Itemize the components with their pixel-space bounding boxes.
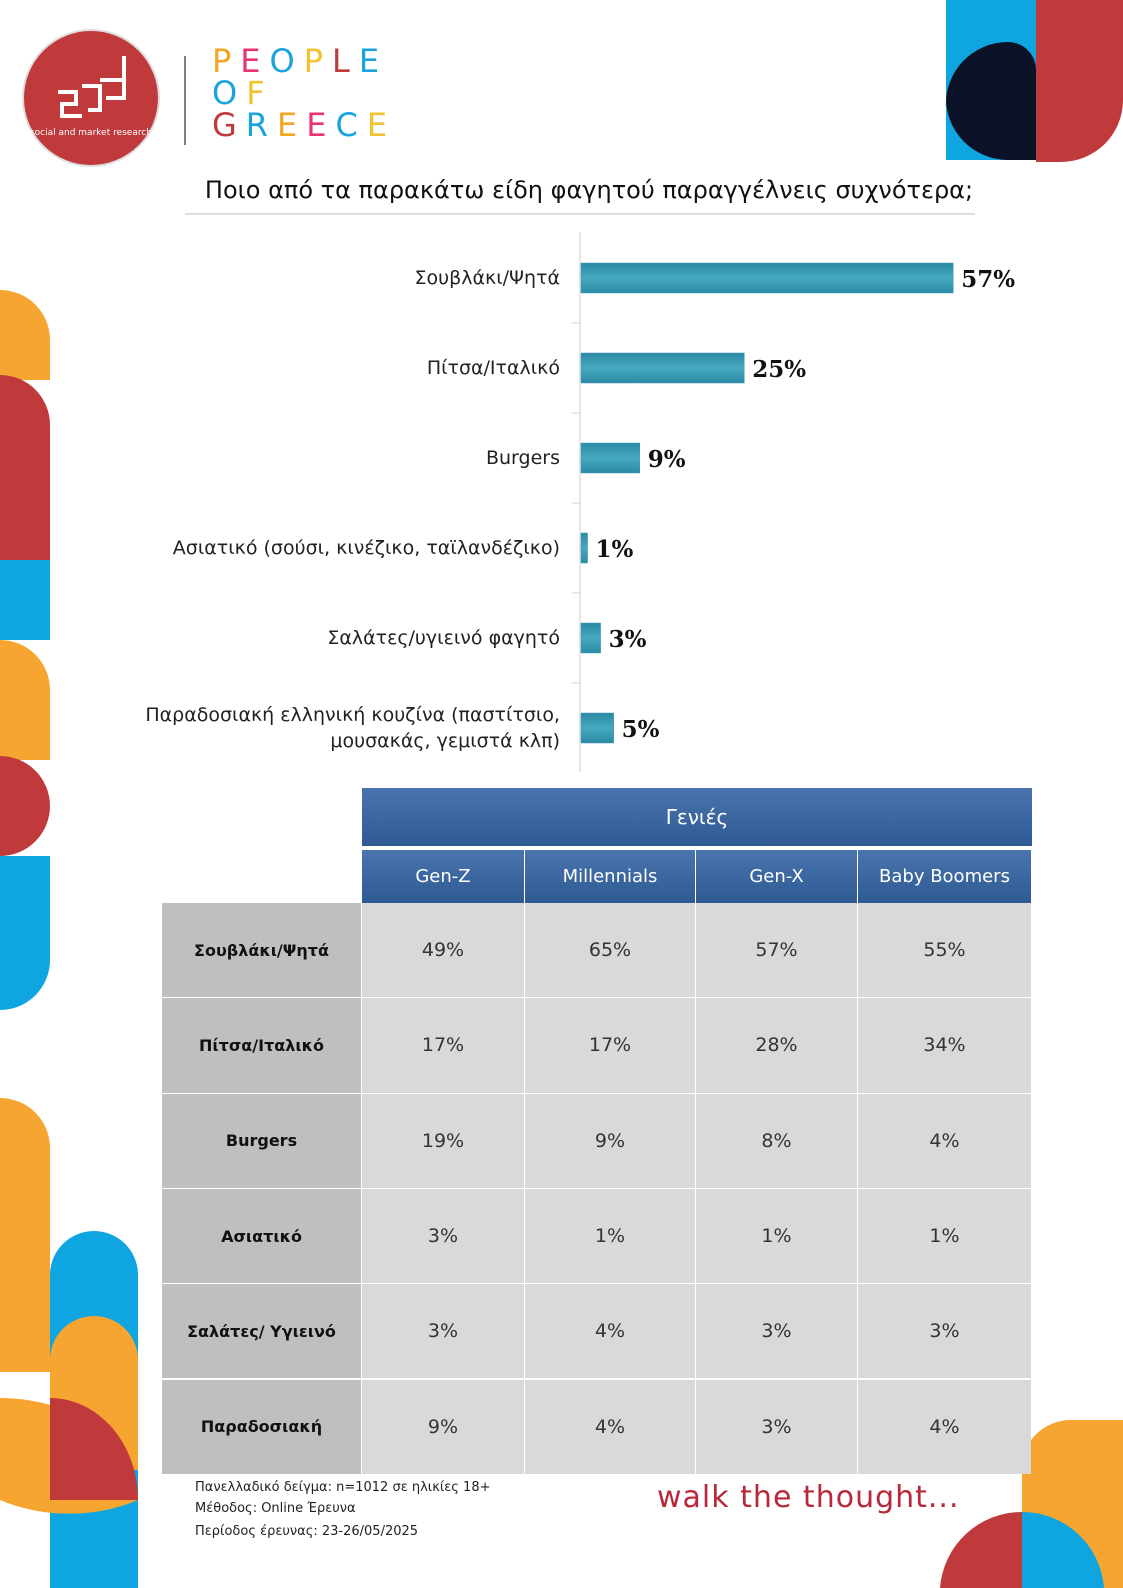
table-cell: 3% — [858, 1284, 1031, 1379]
deco — [0, 856, 50, 1010]
table-cell: 3% — [696, 1284, 857, 1379]
value-label: 57% — [961, 266, 1015, 293]
deco — [0, 640, 50, 760]
deco — [940, 1511, 1022, 1588]
value-label: 5% — [622, 716, 660, 743]
table-cell: 4% — [858, 1379, 1031, 1474]
logo-icon — [58, 56, 126, 118]
table-cell: 57% — [696, 903, 857, 998]
tagline: walk the thought... — [657, 1480, 960, 1515]
table-cell: 1% — [858, 1188, 1031, 1284]
logo-circle — [22, 29, 160, 167]
bar — [580, 622, 601, 654]
table-cell: 9% — [525, 1093, 695, 1188]
deco — [0, 290, 50, 380]
table-cell: 65% — [525, 903, 695, 998]
value-label: 1% — [596, 536, 634, 563]
column-header: Baby Boomers — [858, 850, 1031, 903]
category-label: Πίτσα/Ιταλικό — [426, 357, 560, 379]
group-header: Γενιές — [362, 788, 1032, 846]
table-cell: 3% — [696, 1379, 857, 1474]
bar — [580, 262, 954, 294]
table-cell: 9% — [362, 1379, 524, 1474]
bar — [580, 532, 588, 564]
deco — [0, 1098, 50, 1372]
deco — [0, 375, 50, 560]
table-cell: 28% — [696, 998, 857, 1093]
table-cell: 34% — [858, 998, 1031, 1093]
chart-title: Ποιο από τα παρακάτω είδη φαγητού παραγγ… — [205, 176, 973, 204]
bar — [580, 712, 614, 744]
deco — [1022, 1511, 1104, 1588]
column-header: Gen-Z — [362, 850, 524, 903]
table-cell: 17% — [362, 998, 524, 1093]
column-header: Millennials — [525, 850, 695, 903]
brand-line: GREECE — [212, 106, 396, 144]
logo-text: social and market research — [30, 128, 152, 138]
category-label: Burgers — [485, 447, 560, 469]
brand-line: PEOPLE — [212, 42, 388, 80]
category-label: Ασιατικό (σούσι, κινέζικο, ταϊλανδέζικο) — [172, 537, 560, 559]
value-label: 25% — [752, 356, 806, 383]
row-header: Σαλάτες/ Υγιεινό — [162, 1284, 361, 1379]
bar — [580, 442, 641, 474]
footnote: Μέθοδος: Online Έρευνα — [195, 1501, 356, 1516]
brand-line: OF — [212, 74, 274, 112]
footnote: Πανελλαδικό δείγμα: n=1012 σε ηλικίες 18… — [195, 1480, 491, 1495]
category-label: Σαλάτες/υγιεινό φαγητό — [327, 627, 560, 649]
deco — [945, 41, 1036, 160]
row-header: Ασιατικό — [162, 1188, 361, 1284]
deco — [50, 1398, 138, 1500]
value-label: 9% — [648, 446, 686, 473]
table-cell: 55% — [858, 903, 1031, 998]
footnote: Περίοδος έρευνας: 23-26/05/2025 — [195, 1524, 419, 1539]
table-cell: 49% — [362, 903, 524, 998]
deco — [0, 560, 50, 640]
category-label: Παραδοσιακή ελληνική κουζίνα (παστίτσιο,… — [145, 704, 560, 752]
table-cell: 3% — [362, 1284, 524, 1379]
bar — [580, 352, 745, 384]
chart: 57% 25% 9% 1% 3% 5% — [572, 262, 1015, 744]
table-cell: 8% — [696, 1093, 857, 1188]
table-cell: 17% — [525, 998, 695, 1093]
column-header: Gen-X — [696, 850, 857, 903]
row-header: Burgers — [162, 1093, 361, 1188]
table-cell: 19% — [362, 1093, 524, 1188]
table-cell: 1% — [525, 1188, 695, 1284]
table-cell: 4% — [525, 1379, 695, 1474]
table-cell: 4% — [858, 1093, 1031, 1188]
value-label: 3% — [609, 626, 647, 653]
table-cell: 4% — [525, 1284, 695, 1379]
deco — [1036, 0, 1123, 162]
row-header: Πίτσα/Ιταλικό — [162, 998, 361, 1093]
table-cell: 1% — [696, 1188, 857, 1284]
category-label: Σουβλάκι/Ψητά — [414, 267, 560, 289]
row-header: Σουβλάκι/Ψητά — [162, 903, 361, 998]
table-cell: 3% — [362, 1188, 524, 1284]
deco — [0, 756, 50, 856]
row-header: Παραδοσιακή — [162, 1379, 361, 1474]
